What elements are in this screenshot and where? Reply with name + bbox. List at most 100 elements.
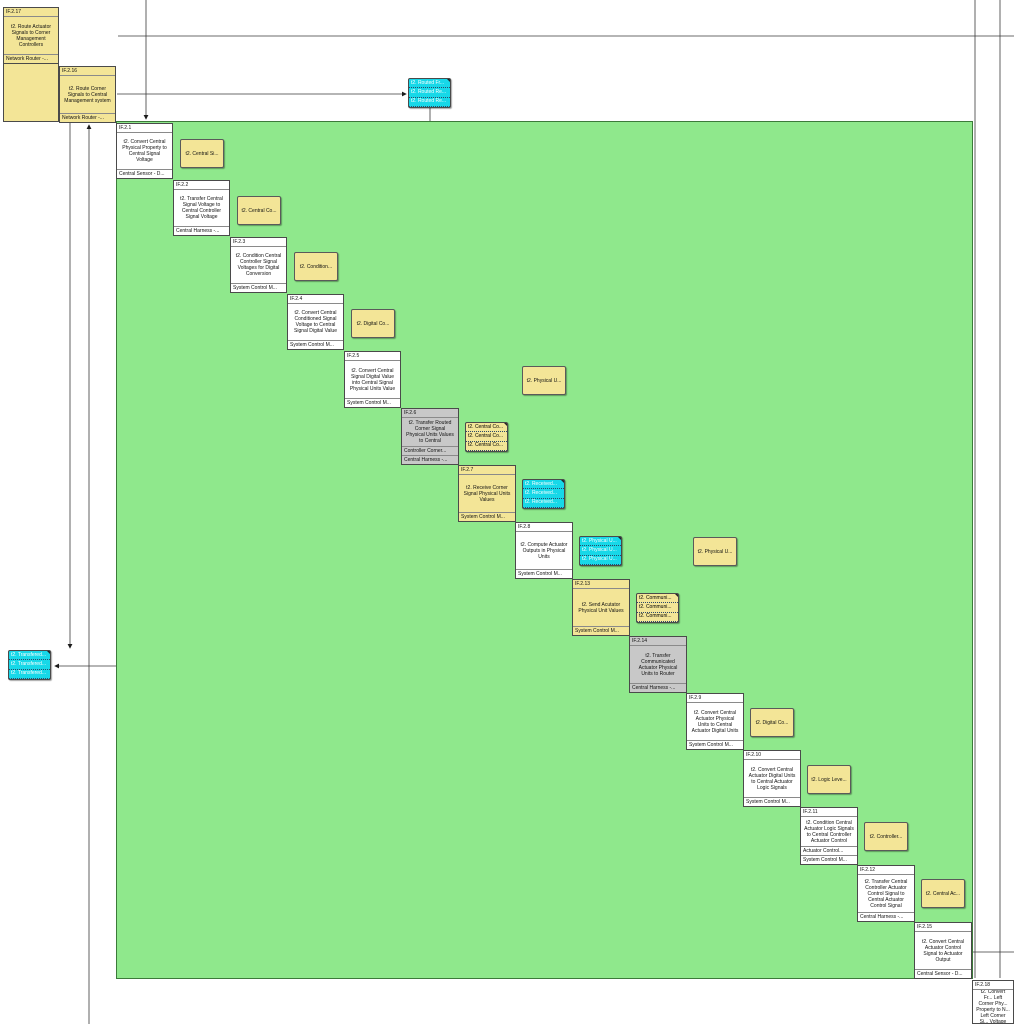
function-if-2-4[interactable]: IF.2.4 t2. Convert Central Conditioned S… — [287, 294, 344, 350]
item-line[interactable]: t2. Transfered... — [9, 670, 50, 679]
function-owner: Network Router -... — [4, 54, 58, 63]
function-id: IF.2.13 — [573, 580, 629, 589]
function-owner: Central Sensor - D... — [915, 969, 971, 978]
item-line[interactable]: t2. Communi... — [637, 594, 678, 604]
function-owner: System Control M... — [345, 398, 400, 407]
function-id: IF.2.17 — [4, 8, 58, 17]
item-physical-units-2[interactable]: t2. Physical U... — [693, 537, 737, 566]
function-id: IF.2.6 — [402, 409, 458, 418]
item-line[interactable]: t2. Received... — [523, 480, 564, 490]
function-id: IF.2.11 — [801, 808, 857, 817]
function-if-2-12[interactable]: IF.2.12 t2. Transfer Central Controller … — [857, 865, 915, 922]
function-if-2-11[interactable]: IF.2.11 t2. Condition Central Actuator L… — [800, 807, 858, 865]
function-id: IF.2.10 — [744, 751, 800, 760]
function-name: t2. Convert Central Signal Digital Value… — [349, 367, 396, 392]
item-line[interactable]: t2. Physical U... — [580, 556, 621, 565]
item-digital-conversion-2[interactable]: t2. Digital Co... — [750, 708, 794, 737]
function-name: t2. Receive Corner Signal Physical Units… — [463, 484, 511, 503]
function-if-2-7[interactable]: IF.2.7 t2. Receive Corner Signal Physica… — [458, 465, 516, 522]
function-id: IF.2.18 — [973, 981, 1013, 990]
function-if-2-9[interactable]: IF.2.9 t2. Convert Central Actuator Phys… — [686, 693, 744, 750]
function-name: t2. Convert Central Conditioned Signal V… — [294, 310, 337, 334]
function-if-2-13[interactable]: IF.2.13 t2. Send Acutator Physical Unit … — [572, 579, 630, 636]
function-if-2-10[interactable]: IF.2.10 t2. Convert Central Actuator Dig… — [743, 750, 801, 807]
routed-items-stack[interactable]: t2. Routed Fr... t2. Routed Re... t2. Ro… — [408, 78, 451, 108]
transfered-items-stack[interactable]: t2. Transfered... t2. Transfered... t2. … — [8, 650, 51, 680]
item-line[interactable]: t2. Physical U... — [580, 546, 621, 556]
function-name: t2. Convert Central Actuator Physical Un… — [691, 709, 739, 734]
item-line[interactable]: t2. Routed Re... — [409, 98, 450, 107]
item-digital-conversion[interactable]: t2. Digital Co... — [351, 309, 395, 338]
central-co-items-stack[interactable]: t2. Central Co... t2. Central Co... t2. … — [465, 422, 508, 452]
function-id: IF.2.9 — [687, 694, 743, 703]
function-owner: System Control M... — [459, 512, 515, 521]
function-if-2-5[interactable]: IF.2.5 t2. Convert Central Signal Digita… — [344, 351, 401, 408]
item-line[interactable]: t2. Central Co... — [466, 432, 507, 442]
item-condition[interactable]: t2. Condition... — [294, 252, 338, 281]
function-if-2-3[interactable]: IF.2.3 t2. Condition Central Controller … — [230, 237, 287, 293]
function-owner: System Control M... — [231, 283, 286, 292]
item-controller[interactable]: t2. Controller... — [864, 822, 908, 851]
function-name: t2. Convert Central Actuator Digital Uni… — [748, 766, 796, 791]
communi-items-stack[interactable]: t2. Communi... t2. Communi... t2. Commun… — [636, 593, 679, 623]
function-id: IF.2.12 — [858, 866, 914, 875]
function-name: t2. Condition Central Controller Signal … — [235, 253, 282, 277]
item-central-signal[interactable]: t2. Central Si... — [180, 139, 224, 168]
function-owner: System Control M... — [687, 740, 743, 749]
item-line[interactable]: t2. Received... — [523, 499, 564, 508]
function-if-2-6[interactable]: IF.2.6 t2. Transfer Routed Corner Signal… — [401, 408, 459, 465]
function-name: t2. Convert Central Actuator Control Sig… — [922, 938, 964, 963]
item-line[interactable]: t2. Central Co... — [466, 442, 507, 451]
function-if-2-2[interactable]: IF.2.2 t2. Transfer Central Signal Volta… — [173, 180, 230, 236]
item-logic-level[interactable]: t2. Logic Leve... — [807, 765, 851, 794]
function-owner-secondary: Actuator Control... — [801, 846, 857, 855]
function-id: IF.2.4 — [288, 295, 343, 304]
item-central-controller[interactable]: t2. Central Co... — [237, 196, 281, 225]
item-line[interactable]: t2. Routed Fr... — [409, 79, 450, 89]
item-line[interactable]: t2. Received... — [523, 489, 564, 499]
physical-items-stack[interactable]: t2. Physical U... t2. Physical U... t2. … — [579, 536, 622, 566]
function-if-2-18[interactable]: IF.2.18 t2. Convert Fr... Left Corner Ph… — [972, 980, 1014, 1024]
item-line[interactable]: t2. Communi... — [637, 613, 678, 622]
function-if-2-15[interactable]: IF.2.15 t2. Convert Central Actuator Con… — [914, 922, 972, 979]
item-physical-units[interactable]: t2. Physical U... — [522, 366, 566, 395]
function-owner: Central Harness -... — [174, 226, 229, 235]
function-name: t2. Route Actuator Signals to Corner Man… — [10, 23, 52, 48]
function-owner: Central Harness -... — [858, 912, 914, 921]
function-name: t2. Send Acutator Physical Unit Values — [578, 601, 624, 614]
function-if-2-8[interactable]: IF.2.8 t2. Compute Actuator Outputs in P… — [515, 522, 573, 579]
function-id: IF.2.7 — [459, 466, 515, 475]
item-line[interactable]: t2. Physical U... — [580, 537, 621, 547]
function-owner: System Control M... — [801, 855, 857, 864]
function-owner: Central Sensor - D... — [117, 169, 172, 178]
function-id: IF.2.3 — [231, 238, 286, 247]
function-name: t2. Transfer Central Signal Voltage to C… — [180, 196, 223, 220]
function-owner: System Control M... — [744, 797, 800, 806]
received-items-stack[interactable]: t2. Received... t2. Received... t2. Rece… — [522, 479, 565, 509]
function-owner: Central Harness -... — [402, 455, 458, 464]
item-line[interactable]: t2. Routed Re... — [409, 88, 450, 98]
item-line[interactable]: t2. Central Co... — [466, 423, 507, 433]
function-if-2-17[interactable]: IF.2.17 t2. Route Actuator Signals to Co… — [3, 7, 59, 64]
container-fill — [3, 64, 59, 122]
function-id: IF.2.16 — [60, 67, 115, 76]
function-owner: System Control M... — [288, 340, 343, 349]
item-central-actuator[interactable]: t2. Central Ac... — [921, 879, 965, 908]
function-if-2-1[interactable]: IF.2.1 t2. Convert Central Physical Prop… — [116, 123, 173, 179]
function-id: IF.2.14 — [630, 637, 686, 646]
function-name: t2. Transfer Routed Corner Signal Physic… — [406, 420, 454, 444]
item-line[interactable]: t2. Communi... — [637, 603, 678, 613]
function-name: t2. Convert Central Physical Property to… — [122, 139, 167, 163]
function-if-2-14[interactable]: IF.2.14 t2. Transfer Communicated Actuat… — [629, 636, 687, 693]
function-owner: Central Harness -... — [630, 683, 686, 692]
function-owner: System Control M... — [516, 569, 572, 578]
function-id: IF.2.8 — [516, 523, 572, 532]
function-id: IF.2.2 — [174, 181, 229, 190]
item-line[interactable]: t2. Transfered... — [9, 660, 50, 670]
function-name: t2. Route Corner Signals to Central Mana… — [64, 85, 111, 104]
item-line[interactable]: t2. Transfered... — [9, 651, 50, 661]
function-name: t2. Condition Central Actuator Logic Sig… — [804, 819, 854, 844]
function-if-2-16[interactable]: IF.2.16 t2. Route Corner Signals to Cent… — [59, 66, 116, 123]
function-name: t2. Compute Actuator Outputs in Physical… — [520, 541, 568, 560]
function-name: t2. Convert Fr... Left Corner Phy... Pro… — [976, 990, 1010, 1023]
